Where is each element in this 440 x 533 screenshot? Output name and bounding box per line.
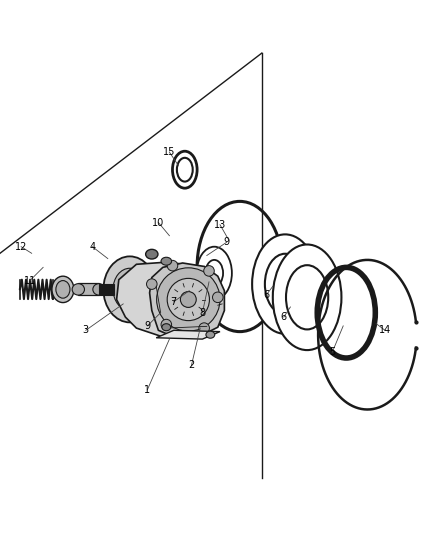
Polygon shape bbox=[99, 284, 114, 295]
Text: 15: 15 bbox=[163, 147, 176, 157]
Polygon shape bbox=[156, 330, 220, 339]
Ellipse shape bbox=[167, 278, 209, 321]
Text: 9: 9 bbox=[144, 321, 150, 331]
Ellipse shape bbox=[167, 260, 178, 271]
Ellipse shape bbox=[205, 260, 223, 286]
Text: 4: 4 bbox=[89, 241, 95, 252]
Ellipse shape bbox=[252, 235, 318, 334]
Ellipse shape bbox=[180, 292, 196, 308]
Ellipse shape bbox=[146, 249, 158, 259]
Polygon shape bbox=[74, 287, 130, 292]
Ellipse shape bbox=[161, 319, 172, 330]
Ellipse shape bbox=[147, 279, 157, 289]
Text: 13: 13 bbox=[214, 220, 226, 230]
Ellipse shape bbox=[286, 265, 328, 329]
Ellipse shape bbox=[113, 268, 147, 311]
Ellipse shape bbox=[265, 254, 305, 314]
Ellipse shape bbox=[56, 280, 70, 298]
Text: 5: 5 bbox=[329, 348, 335, 357]
Ellipse shape bbox=[204, 265, 214, 276]
Text: 14: 14 bbox=[379, 325, 391, 335]
Ellipse shape bbox=[157, 268, 220, 331]
Ellipse shape bbox=[213, 292, 223, 303]
Ellipse shape bbox=[52, 276, 74, 303]
Text: 8: 8 bbox=[199, 308, 205, 318]
Ellipse shape bbox=[93, 284, 105, 295]
Polygon shape bbox=[150, 263, 224, 338]
Ellipse shape bbox=[72, 284, 84, 295]
Text: 1: 1 bbox=[144, 385, 150, 395]
Ellipse shape bbox=[103, 256, 156, 322]
Text: 11: 11 bbox=[24, 276, 36, 286]
Ellipse shape bbox=[273, 245, 341, 350]
Text: 2: 2 bbox=[188, 360, 194, 370]
Ellipse shape bbox=[206, 331, 215, 338]
Ellipse shape bbox=[122, 280, 138, 299]
Text: 9: 9 bbox=[224, 237, 230, 247]
Text: 3: 3 bbox=[83, 325, 89, 335]
Ellipse shape bbox=[199, 323, 209, 333]
Text: 6: 6 bbox=[263, 290, 269, 300]
Ellipse shape bbox=[197, 247, 232, 300]
Polygon shape bbox=[78, 283, 99, 295]
Text: 7: 7 bbox=[171, 297, 177, 306]
Text: 10: 10 bbox=[152, 217, 165, 228]
Ellipse shape bbox=[161, 257, 172, 265]
Ellipse shape bbox=[162, 324, 171, 331]
Polygon shape bbox=[117, 262, 220, 337]
Text: 12: 12 bbox=[15, 241, 27, 252]
Text: 6: 6 bbox=[281, 312, 287, 322]
